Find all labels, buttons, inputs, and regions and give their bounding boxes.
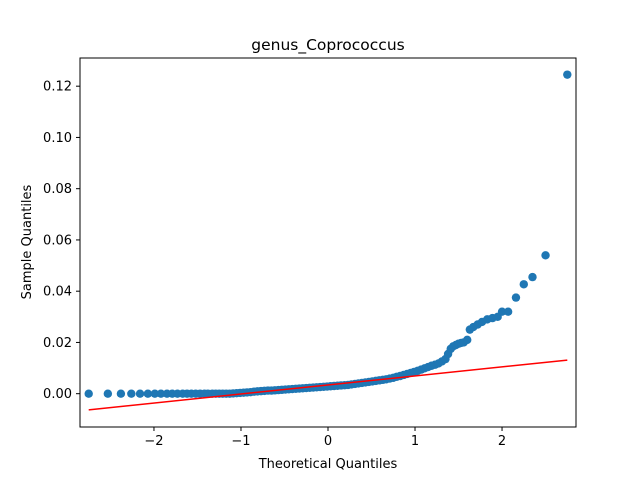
- data-point: [503, 307, 513, 316]
- y-axis-label: Sample Quantiles: [20, 184, 35, 299]
- x-axis-label: Theoretical Quantiles: [258, 457, 398, 472]
- data-point: [519, 280, 528, 289]
- y-axis-ticks: 0.00 0.02 0.04 0.06 0.08 0.10 0.12: [43, 80, 80, 402]
- y-tick-label: 0.12: [43, 80, 72, 95]
- data-point: [563, 70, 572, 79]
- x-axis-ticks: −2 −1 0 1 2: [144, 427, 506, 449]
- y-tick-label: 0.06: [43, 233, 72, 248]
- y-tick-label: 0.10: [43, 131, 72, 146]
- data-point: [103, 389, 113, 398]
- chart-title: genus_Coprococcus: [251, 36, 404, 55]
- x-tick-label: 2: [498, 434, 506, 449]
- x-tick-label: −1: [231, 434, 250, 449]
- y-tick-label: 0.08: [43, 182, 72, 197]
- data-point: [528, 272, 537, 282]
- data-point: [511, 293, 521, 302]
- data-point: [150, 389, 160, 398]
- y-tick-label: 0.04: [43, 285, 72, 300]
- reference-line: [88, 359, 568, 411]
- data-point: [541, 251, 550, 260]
- data-point: [497, 307, 507, 316]
- x-tick-label: −2: [144, 434, 163, 449]
- y-tick-label: 0.00: [43, 387, 72, 402]
- data-point: [143, 389, 153, 398]
- y-tick-label: 0.02: [43, 336, 72, 351]
- data-point: [135, 389, 145, 398]
- data-point: [84, 389, 93, 398]
- data-point: [127, 389, 136, 398]
- x-tick-label: 0: [324, 434, 332, 449]
- x-tick-label: 1: [411, 434, 419, 449]
- data-point: [156, 389, 166, 398]
- data-point: [463, 335, 472, 345]
- data-point: [116, 389, 126, 398]
